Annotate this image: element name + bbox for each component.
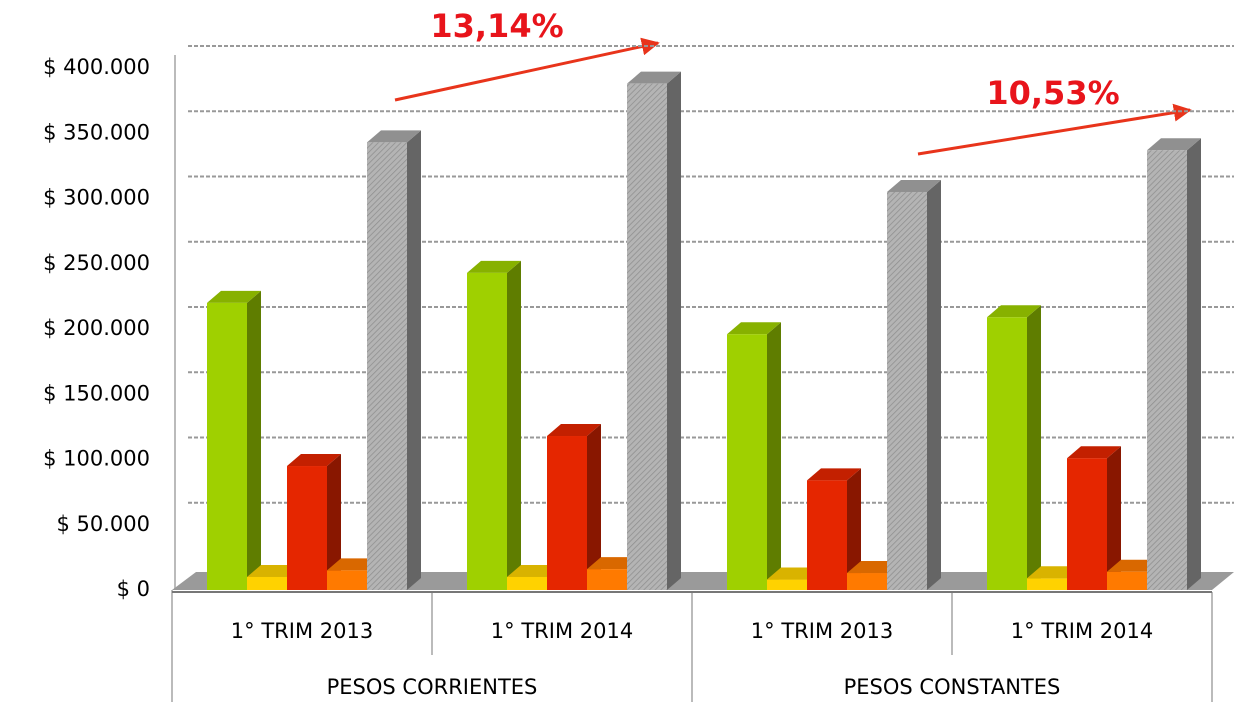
bar: [767, 579, 807, 590]
y-tick-label: $ 200.000: [43, 316, 150, 340]
annotation: 10,53%: [986, 74, 1119, 112]
bar-top: [807, 468, 861, 481]
bar: [547, 436, 587, 590]
bar: [367, 142, 407, 590]
bar: [507, 576, 547, 590]
arrow: [394, 37, 660, 102]
y-tick-label: $ 300.000: [43, 186, 150, 210]
bar-side: [327, 454, 341, 590]
bar-top: [287, 454, 341, 467]
bar: [887, 191, 927, 590]
x-tick-label: 1° TRIM 2013: [751, 619, 893, 643]
y-tick-label: $ 50.000: [56, 512, 150, 536]
bar: [627, 83, 667, 590]
bar: [247, 576, 287, 590]
bar-top: [727, 322, 781, 335]
bar-top: [467, 260, 521, 273]
bar-side: [1187, 138, 1201, 590]
bar: [987, 317, 1027, 590]
x-tick-label: 1° TRIM 2013: [231, 619, 373, 643]
y-tick-label: $ 150.000: [43, 381, 150, 405]
bar: [727, 334, 767, 590]
bar-side: [667, 71, 681, 590]
bar-top: [207, 290, 261, 303]
bar-top: [547, 424, 601, 437]
y-tick-label: $ 350.000: [43, 120, 150, 144]
bar: [1067, 458, 1107, 590]
group-label: PESOS CORRIENTES: [327, 675, 538, 699]
bar: [1027, 578, 1067, 590]
y-tick-label: $ 0: [117, 577, 150, 601]
bar: [327, 570, 367, 590]
bar: [207, 302, 247, 590]
x-tick-label: 1° TRIM 2014: [491, 619, 633, 643]
bar: [807, 480, 847, 590]
bar-side: [587, 424, 601, 590]
arrow: [917, 103, 1192, 156]
bar: [1107, 571, 1147, 590]
bar-side: [767, 322, 781, 590]
bar-side: [927, 179, 941, 590]
bar-side: [247, 290, 261, 590]
bar-side: [1027, 305, 1041, 590]
x-tick-label: 1° TRIM 2014: [1011, 619, 1153, 643]
bar: [287, 466, 327, 590]
layout: [171, 37, 1234, 702]
bar-top: [627, 71, 681, 84]
bar-top: [887, 179, 941, 192]
bar: [467, 272, 507, 590]
bar-top: [987, 305, 1041, 318]
bar-side: [507, 260, 521, 590]
floor: [172, 572, 1234, 590]
y-tick-label: $ 100.000: [43, 447, 150, 471]
bar-side: [407, 130, 421, 590]
annotation: 13,14%: [430, 7, 563, 45]
y-tick-label: $ 400.000: [43, 55, 150, 79]
bar: [847, 573, 887, 590]
bar: [1147, 150, 1187, 590]
bar-side: [847, 468, 861, 590]
bar-side: [1107, 446, 1121, 590]
bar: [587, 569, 627, 590]
bar-top: [1147, 138, 1201, 151]
group-label: PESOS CONSTANTES: [844, 675, 1061, 699]
bar-top: [1067, 446, 1121, 459]
y-tick-label: $ 250.000: [43, 251, 150, 275]
bar-top: [367, 130, 421, 143]
